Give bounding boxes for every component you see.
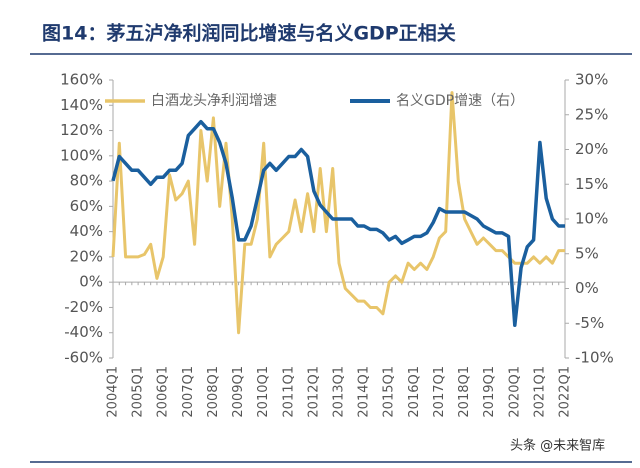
x-tick-label: 2019Q1 <box>482 366 497 418</box>
y-tick-label: 60% <box>70 197 103 215</box>
y-tick-label: 120% <box>60 121 103 139</box>
legend-label: 白酒龙头净利润增速 <box>151 93 277 109</box>
y-tick-label: -40% <box>64 323 103 341</box>
y-tick-label: 140% <box>60 96 103 114</box>
x-tick-label: 2011Q1 <box>281 366 296 418</box>
x-tick-label: 2007Q1 <box>181 366 196 418</box>
x-tick-label: 2020Q1 <box>507 366 522 418</box>
y-tick-label: 160% <box>60 71 103 89</box>
x-tick-label: 2022Q1 <box>558 366 573 418</box>
x-tick-label: 2009Q1 <box>231 366 246 418</box>
y2-tick-label: -10% <box>575 349 614 367</box>
series-line <box>111 91 565 335</box>
y-tick-label: 80% <box>70 172 103 190</box>
x-tick-label: 2015Q1 <box>382 366 397 418</box>
x-tick-label: 2012Q1 <box>306 366 321 418</box>
x-tick-label: 2010Q1 <box>256 366 271 418</box>
y-tick-label: -20% <box>64 298 103 316</box>
y2-tick-label: 25% <box>575 105 608 123</box>
x-tick-label: 2021Q1 <box>532 366 547 418</box>
x-tick-label: 2017Q1 <box>432 366 447 418</box>
y-tick-label: 100% <box>60 146 103 164</box>
x-tick-label: 2005Q1 <box>131 366 146 418</box>
x-tick-label: 2018Q1 <box>457 366 472 418</box>
y2-tick-label: 20% <box>575 140 608 158</box>
y-tick-label: 0% <box>79 273 103 291</box>
series-line <box>111 119 565 328</box>
watermark: 头条 @未来智库 <box>510 438 605 454</box>
chart-title: 图14：茅五泸净利润同比增速与名义GDP正相关 <box>42 22 456 45</box>
y2-tick-label: 30% <box>575 71 608 89</box>
legend-label: 名义GDP增速（右） <box>396 93 524 109</box>
y2-tick-label: 5% <box>575 244 599 262</box>
y-tick-label: 20% <box>70 247 103 265</box>
x-tick-label: 2008Q1 <box>206 366 221 418</box>
y2-tick-label: 0% <box>575 279 599 297</box>
y-tick-label: -60% <box>64 349 103 367</box>
y2-tick-label: 10% <box>575 210 608 228</box>
x-tick-label: 2006Q1 <box>156 366 171 418</box>
x-tick-label: 2014Q1 <box>357 366 372 418</box>
x-tick-label: 2004Q1 <box>106 366 121 418</box>
x-tick-label: 2013Q1 <box>332 366 347 418</box>
y2-tick-label: 15% <box>575 175 608 193</box>
y-tick-label: 40% <box>70 222 103 240</box>
x-tick-label: 2016Q1 <box>407 366 422 418</box>
y2-tick-label: -5% <box>575 314 604 332</box>
